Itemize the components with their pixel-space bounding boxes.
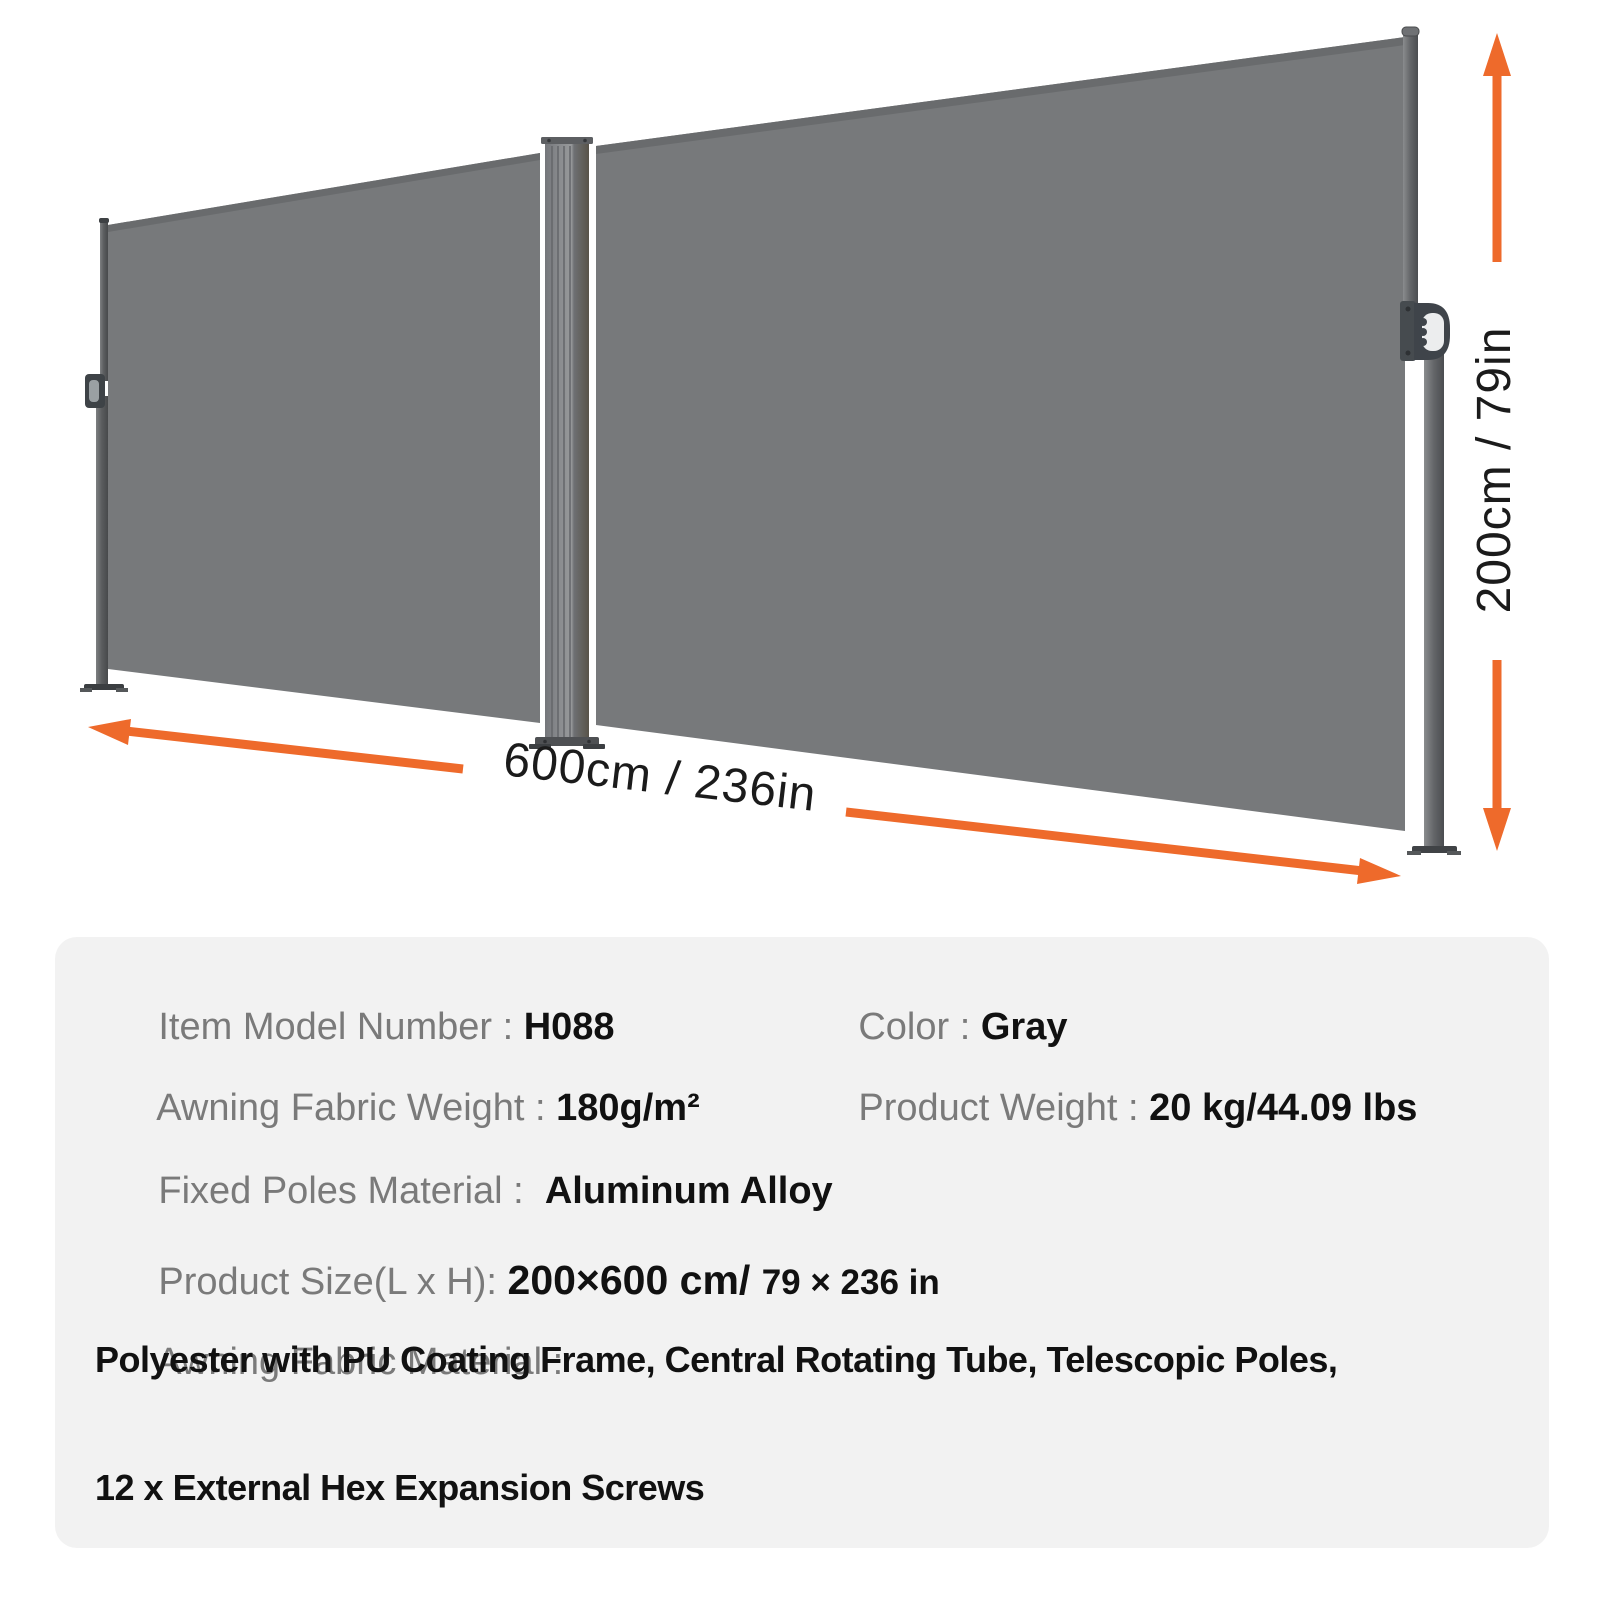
spec-label: Awning Fabric Material : xyxy=(156,1341,574,1383)
spec-label: Product Weight : xyxy=(858,1087,1150,1129)
right-pole-cap xyxy=(1401,26,1420,37)
spec-item-model: Item Model Number : H088 xyxy=(95,961,615,1093)
center-pole-foot xyxy=(529,744,551,749)
right-pull-handle-hole xyxy=(1422,313,1444,351)
left-pole-base-plate xyxy=(84,684,124,690)
left-pull-handle-grip xyxy=(89,380,99,402)
height-dimension-arrow xyxy=(1483,33,1511,851)
spec-poles-material: Fixed Poles Material : Aluminum Alloy xyxy=(95,1125,833,1257)
right-handle-bracket xyxy=(1400,301,1416,361)
spec-value: H088 xyxy=(523,1006,615,1048)
right-fabric-top-rail xyxy=(596,37,1405,154)
right-awning-panel xyxy=(596,37,1405,831)
height-dimension-label: 200cm / 79in xyxy=(1468,326,1521,614)
width-arrowhead-right xyxy=(1357,858,1401,884)
spec-label: Product Size(L x H): xyxy=(158,1261,508,1303)
spec-value-cm: 200×600 cm/ xyxy=(507,1257,762,1303)
left-pole-upper-tube xyxy=(100,221,108,381)
width-arrowhead-left xyxy=(88,719,131,745)
right-pole-foot xyxy=(1407,851,1421,855)
left-pole-cap xyxy=(99,218,109,223)
spec-value: 20 kg/44.09 lbs xyxy=(1149,1087,1418,1129)
left-telescopic-pole xyxy=(80,218,128,692)
screw-dot xyxy=(1405,306,1411,312)
center-pole-cap xyxy=(541,137,593,144)
right-pole-upper-tube xyxy=(1403,32,1418,332)
spec-value: 180g/m² xyxy=(556,1087,700,1129)
left-pole-foot xyxy=(80,688,92,692)
height-arrowhead-up xyxy=(1483,33,1511,76)
center-fixed-pole xyxy=(529,137,605,749)
spec-fabric-material-label: Awning Fabric Material : xyxy=(95,1296,574,1428)
left-fabric-top-rail xyxy=(108,153,540,232)
center-pole-ridges xyxy=(551,146,571,738)
left-pole-foot xyxy=(116,688,128,692)
spec-value: Gray xyxy=(980,1006,1068,1048)
left-pole-lower-tube xyxy=(96,396,108,688)
spec-value: Aluminum Alloy xyxy=(544,1170,833,1212)
center-pole-foot xyxy=(583,744,605,749)
grip-bump xyxy=(1419,328,1427,336)
screw-dot xyxy=(547,138,551,143)
spec-color: Color : Gray xyxy=(795,961,1067,1093)
spec-label: Item Model Number : xyxy=(158,1006,524,1048)
awning-illustration xyxy=(80,26,1511,884)
spec-fabric-material-line1: Polyester with PU Coating Frame, Central… xyxy=(95,1339,1338,1380)
center-pole-base-flange xyxy=(535,737,599,746)
right-fabric xyxy=(596,37,1405,831)
width-dimension-arrow xyxy=(88,719,1401,884)
spec-label: Color : xyxy=(858,1006,981,1048)
spec-value-in: 79 × 236 in xyxy=(761,1263,940,1302)
spec-fabric-weight: Awning Fabric Weight : 180g/m² xyxy=(95,1042,700,1174)
spec-product-weight: Product Weight : 20 kg/44.09 lbs xyxy=(795,1042,1417,1174)
screw-dot xyxy=(1405,350,1411,356)
height-arrowhead-down xyxy=(1483,808,1511,851)
spec-fabric-material-line2: 12 x External Hex Expansion Screws xyxy=(95,1467,705,1508)
grip-bump xyxy=(1419,338,1427,346)
left-awning-panel xyxy=(108,153,540,723)
spec-label: Awning Fabric Weight : xyxy=(156,1087,557,1129)
width-arrow-shaft-left xyxy=(125,726,464,774)
right-pole-foot xyxy=(1447,851,1461,855)
right-pole-base-plate xyxy=(1412,846,1457,853)
spec-product-size: Product Size(L x H): 200×600 cm/ 79 × 23… xyxy=(95,1214,940,1349)
spec-label: Fixed Poles Material : xyxy=(158,1170,545,1212)
left-fabric xyxy=(108,153,540,723)
screw-dot xyxy=(587,739,591,744)
screw-dot xyxy=(583,138,587,143)
width-arrow-shaft-right xyxy=(845,807,1364,876)
right-telescopic-pole xyxy=(1400,26,1461,855)
right-pole-lower-tube xyxy=(1424,352,1444,848)
grip-bump xyxy=(1419,318,1427,326)
spec-panel: Item Model Number : H088 Color : Gray Aw… xyxy=(55,937,1549,1548)
screw-dot xyxy=(543,739,547,744)
